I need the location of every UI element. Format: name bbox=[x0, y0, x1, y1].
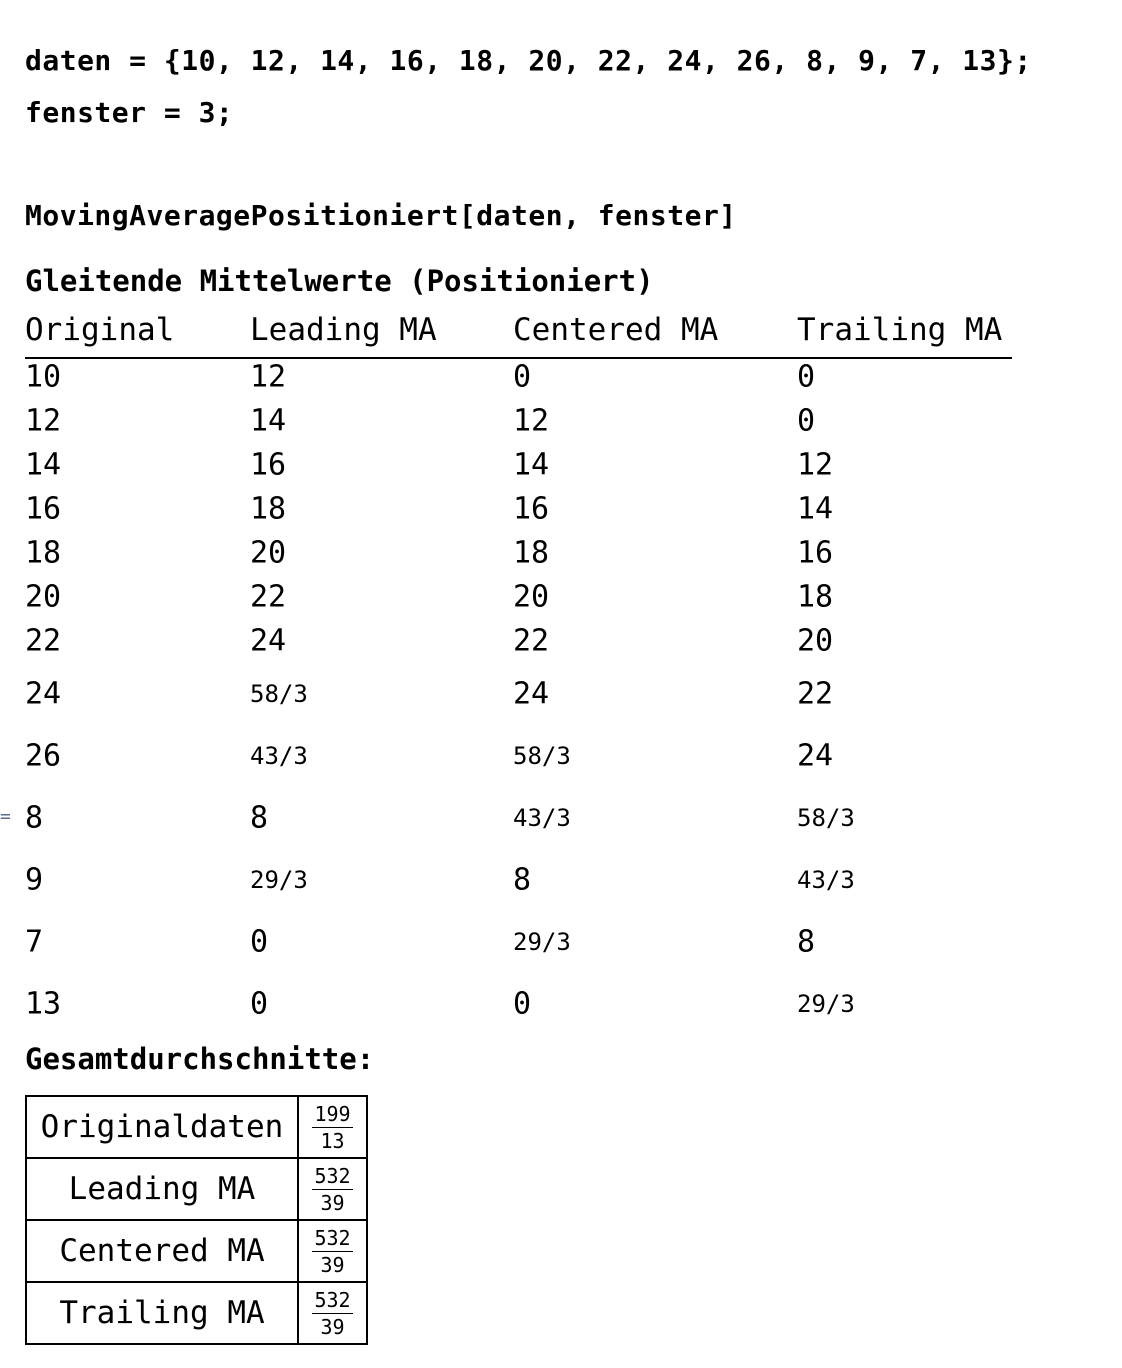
cell-original: 14 bbox=[25, 447, 62, 483]
cell-original: 26 bbox=[25, 738, 62, 774]
denominator: 39 bbox=[320, 1190, 345, 1215]
cell-trailing-ma: 22 bbox=[797, 676, 834, 712]
cell-leading-ma: 0 bbox=[250, 986, 269, 1022]
summary-row: Centered MA 532 39 bbox=[25, 1219, 368, 1283]
cell-centered-ma: 22 bbox=[513, 623, 550, 659]
numerator: 532 bbox=[312, 1225, 353, 1252]
cell-trailing-ma: 18 bbox=[797, 579, 834, 615]
summary-title: Gesamtdurchschnitte: bbox=[25, 1042, 375, 1076]
cell-leading-ma: 8 bbox=[250, 800, 269, 836]
numerator: 199 bbox=[312, 1101, 353, 1128]
cell-centered-ma: 18 bbox=[513, 535, 550, 571]
cell-original: 12 bbox=[25, 403, 62, 439]
cell-trailing-ma: 8 bbox=[797, 924, 816, 960]
cell-original: 13 bbox=[25, 986, 62, 1022]
cell-original: 8 bbox=[25, 800, 44, 836]
cell-trailing-ma: 58/3 bbox=[797, 804, 855, 832]
denominator: 39 bbox=[320, 1252, 345, 1277]
cell-original: 7 bbox=[25, 924, 44, 960]
cell-centered-ma: 24 bbox=[513, 676, 550, 712]
input-line-daten[interactable]: daten = {10, 12, 14, 16, 18, 20, 22, 24,… bbox=[25, 44, 1032, 77]
cell-leading-ma: 0 bbox=[250, 924, 269, 960]
cell-centered-ma: 58/3 bbox=[513, 742, 571, 770]
summary-label: Centered MA bbox=[25, 1219, 299, 1283]
cell-centered-ma: 14 bbox=[513, 447, 550, 483]
cell-trailing-ma: 20 bbox=[797, 623, 834, 659]
cell-leading-ma: 16 bbox=[250, 447, 287, 483]
cell-leading-ma: 24 bbox=[250, 623, 287, 659]
summary-row: Originaldaten 199 13 bbox=[25, 1095, 368, 1159]
cell-trailing-ma: 29/3 bbox=[797, 990, 855, 1018]
cell-centered-ma: 20 bbox=[513, 579, 550, 615]
fraction: 532 39 bbox=[312, 1163, 353, 1216]
header-divider bbox=[25, 357, 1012, 359]
cell-centered-ma: 43/3 bbox=[513, 804, 571, 832]
cell-leading-ma: 29/3 bbox=[250, 866, 308, 894]
cell-original: 18 bbox=[25, 535, 62, 571]
summary-table: Originaldaten 199 13 Leading MA 532 39 Centere… bbox=[25, 1095, 368, 1345]
denominator: 13 bbox=[320, 1128, 345, 1153]
cell-trailing-ma: 12 bbox=[797, 447, 834, 483]
summary-label: Leading MA bbox=[25, 1157, 299, 1221]
output-title: Gleitende Mittelwerte (Positioniert) bbox=[25, 264, 654, 298]
cell-original: 24 bbox=[25, 676, 62, 712]
summary-row: Trailing MA 532 39 bbox=[25, 1281, 368, 1345]
cell-leading-ma: 43/3 bbox=[250, 742, 308, 770]
summary-value: 532 39 bbox=[297, 1157, 368, 1221]
fraction: 532 39 bbox=[312, 1225, 353, 1278]
cell-leading-ma: 20 bbox=[250, 535, 287, 571]
summary-row: Leading MA 532 39 bbox=[25, 1157, 368, 1221]
cell-trailing-ma: 0 bbox=[797, 403, 816, 439]
output-cell-marker[interactable]: = bbox=[0, 806, 11, 827]
cell-trailing-ma: 16 bbox=[797, 535, 834, 571]
denominator: 39 bbox=[320, 1314, 345, 1339]
cell-leading-ma: 12 bbox=[250, 359, 287, 395]
input-line-fenster[interactable]: fenster = 3; bbox=[25, 96, 234, 129]
summary-value: 532 39 bbox=[297, 1281, 368, 1345]
input-line-call[interactable]: MovingAveragePositioniert[daten, fenster… bbox=[25, 199, 737, 232]
cell-original: 9 bbox=[25, 862, 44, 898]
cell-leading-ma: 22 bbox=[250, 579, 287, 615]
cell-trailing-ma: 14 bbox=[797, 491, 834, 527]
cell-centered-ma: 0 bbox=[513, 359, 532, 395]
cell-original: 20 bbox=[25, 579, 62, 615]
cell-original: 10 bbox=[25, 359, 62, 395]
cell-centered-ma: 29/3 bbox=[513, 928, 571, 956]
cell-leading-ma: 14 bbox=[250, 403, 287, 439]
header-original: Original bbox=[25, 312, 175, 348]
cell-trailing-ma: 24 bbox=[797, 738, 834, 774]
header-trailing-ma: Trailing MA bbox=[797, 312, 1003, 348]
cell-centered-ma: 12 bbox=[513, 403, 550, 439]
numerator: 532 bbox=[312, 1163, 353, 1190]
numerator: 532 bbox=[312, 1287, 353, 1314]
cell-centered-ma: 8 bbox=[513, 862, 532, 898]
cell-trailing-ma: 0 bbox=[797, 359, 816, 395]
cell-leading-ma: 58/3 bbox=[250, 680, 308, 708]
summary-value: 532 39 bbox=[297, 1219, 368, 1283]
summary-value: 199 13 bbox=[297, 1095, 368, 1159]
cell-original: 22 bbox=[25, 623, 62, 659]
fraction: 532 39 bbox=[312, 1287, 353, 1340]
cell-original: 16 bbox=[25, 491, 62, 527]
header-leading-ma: Leading MA bbox=[250, 312, 437, 348]
cell-leading-ma: 18 bbox=[250, 491, 287, 527]
cell-centered-ma: 16 bbox=[513, 491, 550, 527]
cell-centered-ma: 0 bbox=[513, 986, 532, 1022]
header-centered-ma: Centered MA bbox=[513, 312, 719, 348]
cell-trailing-ma: 43/3 bbox=[797, 866, 855, 894]
summary-label: Originaldaten bbox=[25, 1095, 299, 1159]
summary-label: Trailing MA bbox=[25, 1281, 299, 1345]
fraction: 199 13 bbox=[312, 1101, 353, 1154]
